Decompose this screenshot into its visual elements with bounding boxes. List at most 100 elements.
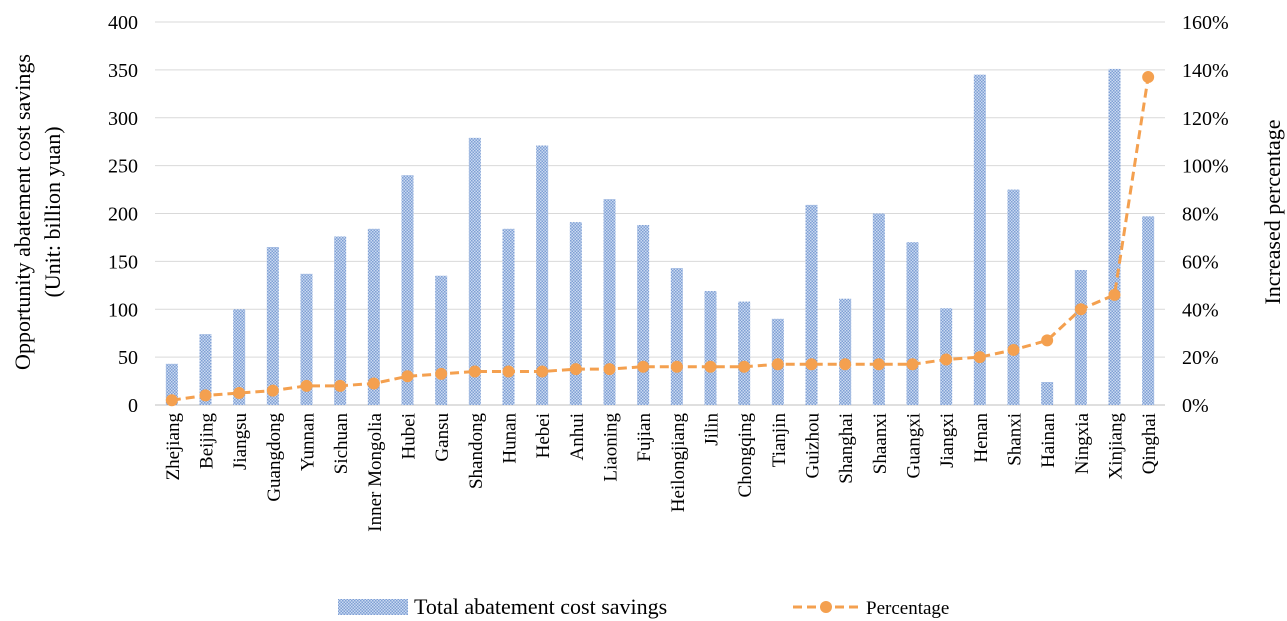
- percentage-point: [839, 358, 852, 371]
- category-label: Anhui: [567, 413, 588, 461]
- percentage-point: [1142, 71, 1155, 84]
- category-label: Henan: [971, 413, 992, 463]
- right-tick-label: 100%: [1182, 156, 1229, 178]
- category-label: Xinjiang: [1106, 413, 1127, 480]
- left-tick-label: 0: [128, 395, 138, 417]
- bar-shandong: [468, 137, 481, 406]
- percentage-point: [738, 360, 751, 373]
- bar-jilin: [704, 291, 717, 405]
- bar-heilongjiang: [670, 268, 683, 405]
- bar-hebei: [536, 145, 549, 405]
- percentage-point: [536, 365, 549, 378]
- percentage-point: [704, 360, 717, 373]
- legend-line-marker: [820, 601, 832, 613]
- category-label: Guangxi: [904, 413, 925, 478]
- percentage-point: [367, 377, 380, 390]
- bar-qinghai: [1142, 216, 1155, 405]
- percentage-point: [872, 358, 885, 371]
- bar-jiangsu: [233, 309, 246, 405]
- category-label: Shanghai: [836, 413, 857, 484]
- left-tick-label: 250: [108, 156, 138, 178]
- percentage-point: [334, 379, 347, 392]
- left-axis-title-line2: (Unit: billion yuan): [40, 126, 65, 297]
- right-tick-label: 160%: [1182, 12, 1229, 34]
- category-label: Sichuan: [331, 413, 352, 475]
- legend-line-label: Percentage: [866, 598, 949, 619]
- left-tick-label: 400: [108, 12, 138, 34]
- bar-ningxia: [1074, 269, 1087, 405]
- percentage-point: [266, 384, 279, 397]
- category-label: Qinghai: [1139, 413, 1160, 474]
- category-label: Jiangsu: [230, 413, 251, 471]
- right-tick-label: 140%: [1182, 60, 1229, 82]
- percentage-point: [300, 379, 313, 392]
- bar-guizhou: [805, 204, 818, 405]
- category-label: Jiangxi: [937, 413, 958, 468]
- bar-shanxi: [1007, 189, 1020, 405]
- bar-chongqing: [738, 301, 751, 405]
- percentage-point: [1108, 288, 1121, 301]
- percentage-point: [637, 360, 650, 373]
- left-tick-label: 50: [118, 347, 138, 369]
- left-tick-label: 350: [108, 60, 138, 82]
- percentage-point: [940, 353, 953, 366]
- percentage-point: [603, 363, 616, 376]
- bar-henan: [973, 74, 986, 405]
- category-label: Inner Mongolia: [365, 412, 386, 531]
- right-tick-label: 60%: [1182, 251, 1219, 273]
- left-tick-label: 200: [108, 204, 138, 226]
- bar-inner-mongolia: [367, 228, 380, 405]
- category-label: Shaanxi: [870, 413, 891, 474]
- category-label: Liaoning: [601, 413, 622, 482]
- percentage-point: [569, 363, 582, 376]
- category-label: Guizhou: [803, 413, 824, 479]
- percentage-point: [1074, 303, 1087, 316]
- percentage-point: [805, 358, 818, 371]
- percentage-point: [771, 358, 784, 371]
- percentage-point: [502, 365, 515, 378]
- legend-bar-swatch: [338, 599, 408, 615]
- percentage-point: [435, 367, 448, 380]
- percentage-point: [401, 370, 414, 383]
- left-axis-ticks: 0 50 100 150 200 250 300 350 400: [108, 12, 138, 417]
- right-tick-label: 80%: [1182, 204, 1219, 226]
- bar-gansu: [435, 275, 448, 405]
- category-label: Shanxi: [1005, 413, 1026, 466]
- bar-series: [165, 68, 1155, 406]
- left-tick-label: 100: [108, 299, 138, 321]
- percentage-point: [1041, 334, 1054, 347]
- legend-bar-label: Total abatement cost savings: [414, 594, 667, 619]
- legend: Total abatement cost savings Percentage: [338, 594, 949, 619]
- percentage-point: [670, 360, 683, 373]
- right-axis-title: Increased percentage: [1260, 119, 1285, 304]
- percentage-point: [973, 351, 986, 364]
- bar-guangxi: [906, 242, 919, 405]
- category-label: Shandong: [466, 413, 487, 490]
- category-label: Chongqing: [735, 413, 756, 498]
- category-label: Hainan: [1038, 413, 1059, 468]
- category-label: Gansu: [432, 413, 453, 462]
- category-label: Beijing: [197, 413, 218, 469]
- category-label: Ningxia: [1072, 412, 1093, 474]
- bar-sichuan: [334, 236, 347, 405]
- bar-xinjiang: [1108, 68, 1121, 405]
- bar-anhui: [569, 222, 582, 405]
- right-tick-label: 120%: [1182, 108, 1229, 130]
- category-label: Heilongjiang: [668, 413, 689, 513]
- category-label: Hubei: [399, 413, 420, 459]
- category-label: Jilin: [702, 413, 723, 446]
- percentage-point: [1007, 343, 1020, 356]
- category-axis-labels: Zhejiang Beijing Jiangsu Guangdong Yunnan Sic…: [163, 412, 1160, 531]
- left-tick-label: 150: [108, 251, 138, 273]
- category-label: Hebei: [533, 413, 554, 458]
- bar-hainan: [1041, 382, 1054, 405]
- bar-guangdong: [266, 247, 279, 405]
- percentage-point: [233, 387, 246, 400]
- left-axis-title-line1: Opportunity abatement cost savings: [10, 54, 35, 370]
- percentage-point: [165, 394, 178, 407]
- bar-shaanxi: [872, 213, 885, 405]
- category-label: Yunnan: [298, 413, 319, 472]
- bar-zhejiang: [165, 363, 178, 405]
- category-label: Fujian: [634, 413, 655, 462]
